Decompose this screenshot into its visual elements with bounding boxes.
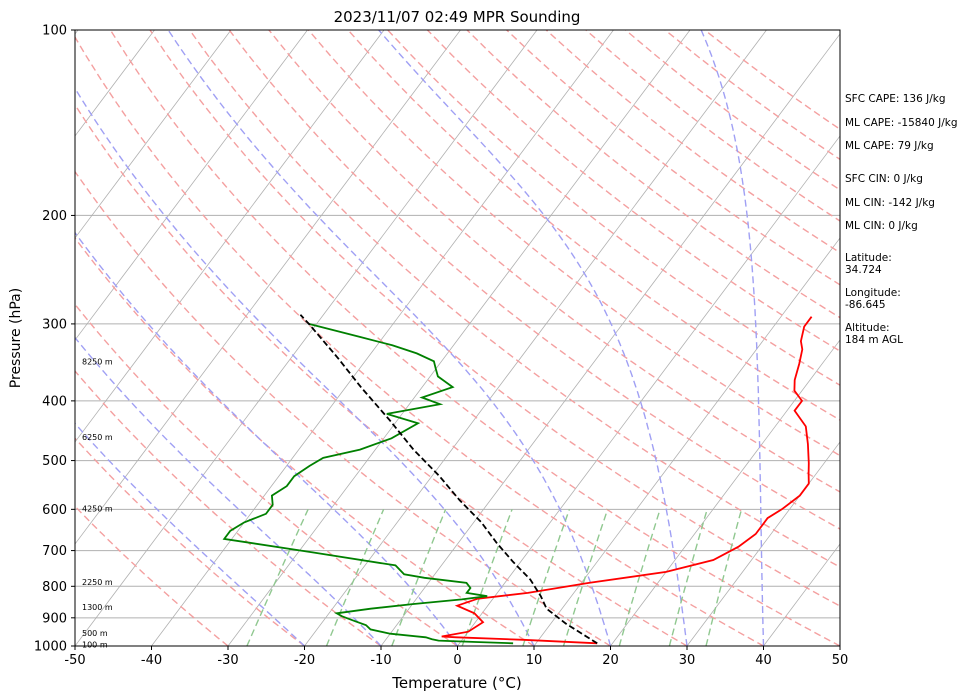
sounding-annotation: 34.724 (845, 264, 882, 276)
height-label: 500 m (82, 629, 108, 638)
height-label: 8250 m (82, 357, 113, 366)
isotherm-line (75, 30, 308, 341)
y-tick-label: 600 (42, 503, 67, 518)
sounding-annotation: Altitude: (845, 322, 890, 334)
isotherm-line (75, 30, 538, 646)
dewpoint-line (222, 323, 514, 645)
sounding-annotation: -86.645 (845, 299, 886, 311)
dry-adiabat-line (75, 35, 764, 646)
height-label: 4250 m (82, 504, 113, 513)
sounding-annotation: ML CAPE: -15840 J/kg (845, 117, 958, 129)
isotherm-line (304, 30, 767, 646)
isotherm-line (227, 30, 691, 646)
dry-adiabat-line (75, 303, 458, 646)
parcel-path-line (299, 314, 598, 645)
mixing-ratio-line (391, 509, 447, 646)
sounding-annotation: Latitude: (845, 252, 892, 264)
x-tick-label: 20 (602, 653, 619, 668)
x-tick-label: -30 (217, 653, 238, 668)
x-tick-label: 50 (832, 653, 849, 668)
isotherm-line (75, 30, 155, 137)
sounding-annotation: ML CIN: 0 J/kg (845, 220, 918, 232)
dry-adiabat-line (426, 30, 840, 352)
x-tick-label: 10 (526, 653, 543, 668)
sounding-annotation: SFC CIN: 0 J/kg (845, 173, 923, 185)
x-tick-label: -50 (64, 653, 85, 668)
data-series (222, 314, 813, 645)
dry-adiabat-line (75, 369, 382, 646)
y-tick-label: 300 (42, 317, 67, 332)
y-axis-label: Pressure (hPa) (8, 288, 24, 388)
mixing-ratio-line (668, 509, 708, 646)
isotherm-line (75, 30, 461, 545)
moist-adiabat-line (75, 336, 382, 646)
y-axis-ticks: 100 200 300 400 500 600 700 800 900 1000 (34, 24, 75, 655)
isotherm-line (0, 30, 2, 646)
x-axis-ticks: -50 -40 -30 -20 -10 0 10 20 30 40 50 (64, 646, 848, 668)
moist-adiabat-line (75, 87, 535, 646)
height-label: 100 m (82, 641, 108, 650)
y-tick-label: 100 (42, 24, 67, 39)
isotherm-line (75, 30, 385, 443)
moist-adiabat-line (378, 30, 688, 646)
dry-adiabat-line (347, 30, 840, 421)
x-tick-label: -20 (294, 653, 315, 668)
dry-adiabat-line (189, 30, 840, 568)
isotherm-line (533, 237, 840, 646)
x-tick-label: 0 (453, 653, 461, 668)
isotherm-line (151, 30, 614, 646)
y-tick-label: 700 (42, 544, 67, 559)
mixing-ratio-line (618, 509, 661, 646)
sounding-annotation: 184 m AGL (845, 334, 903, 346)
moist-adiabat-line (75, 231, 459, 646)
isotherm-line (457, 135, 840, 646)
mixing-ratio-line (562, 509, 609, 646)
isotherm-line (686, 441, 840, 646)
x-tick-label: -10 (370, 653, 391, 668)
sounding-annotation: SFC CAPE: 136 J/kg (845, 93, 946, 105)
sounding-annotation: ML CAPE: 79 J/kg (845, 140, 934, 152)
mixing-ratio-line (705, 509, 743, 646)
moist-adiabat-line (167, 30, 612, 646)
height-label: 2250 m (82, 578, 113, 587)
dry-adiabat-line (307, 30, 840, 457)
sounding-annotation: ML CIN: -142 J/kg (845, 197, 935, 209)
x-axis-label: Temperature (°C) (391, 674, 521, 692)
y-tick-label: 1000 (34, 640, 67, 655)
mixing-ratio-line (522, 509, 571, 646)
dry-adiabat-line (109, 30, 840, 646)
x-tick-label: -40 (141, 653, 162, 668)
isotherm-line (610, 339, 840, 646)
height-label: 6250 m (82, 433, 113, 442)
background-lines (0, 30, 840, 646)
x-tick-label: 40 (755, 653, 772, 668)
dry-adiabat-line (75, 437, 305, 646)
y-tick-label: 400 (42, 394, 67, 409)
annotations: SFC CAPE: 136 J/kg ML CAPE: -15840 J/kg ML… (845, 93, 958, 346)
height-label: 1300 m (82, 603, 113, 612)
isotherm-line (380, 33, 840, 646)
temperature-line (441, 316, 813, 645)
dry-adiabat-line (387, 30, 840, 387)
y-tick-label: 800 (42, 580, 67, 595)
x-tick-label: 30 (679, 653, 696, 668)
moist-adiabat-line (700, 30, 765, 646)
y-tick-label: 500 (42, 454, 67, 469)
dry-adiabat-line (228, 30, 840, 530)
dry-adiabat-line (75, 103, 688, 646)
isotherm-line (75, 30, 232, 239)
dry-adiabat-line (75, 170, 611, 646)
dry-adiabat-line (149, 30, 840, 607)
mixing-ratio-line (461, 509, 513, 646)
dry-adiabat-line (75, 505, 229, 646)
moist-adiabat-line (75, 422, 305, 646)
dry-adiabat-line (268, 30, 840, 493)
y-tick-label: 900 (42, 611, 67, 626)
chart-title: 2023/11/07 02:49 MPR Sounding (334, 8, 581, 26)
height-labels: 8250 m 6250 m 4250 m 2250 m 1300 m 500 m 100 m (82, 357, 113, 649)
sounding-annotation: Longitude: (845, 287, 901, 299)
y-tick-label: 200 (42, 209, 67, 224)
